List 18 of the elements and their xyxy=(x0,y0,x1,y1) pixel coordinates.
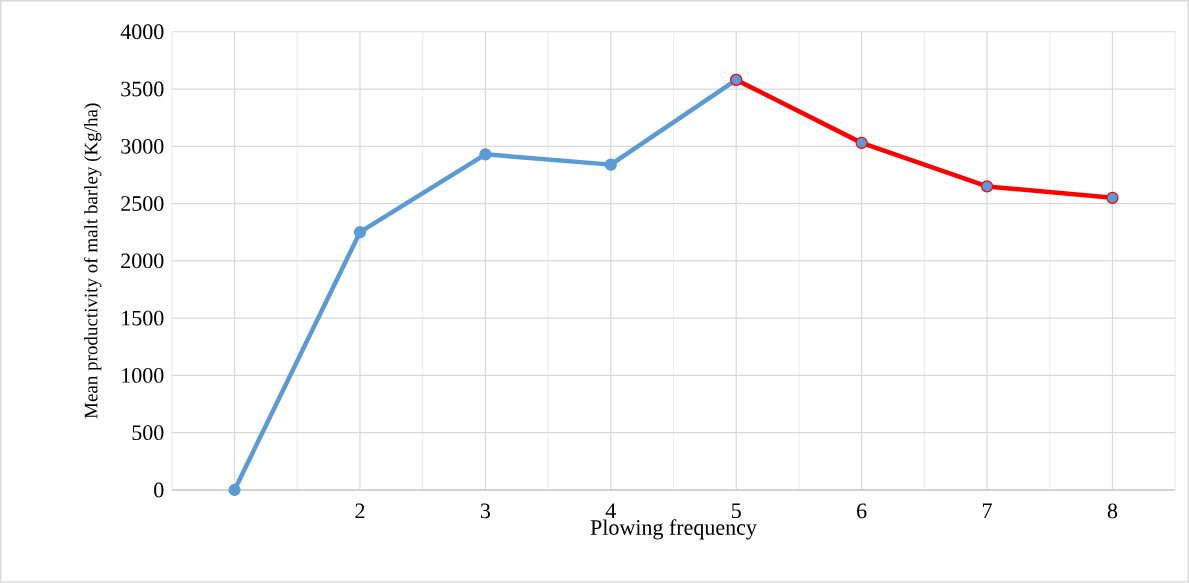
x-tick-label: 8 xyxy=(1107,503,1118,519)
x-tick-label: 3 xyxy=(480,503,491,519)
y-tick-label: 3500 xyxy=(121,81,164,97)
y-tick-label: 500 xyxy=(132,425,164,441)
y-tick-label: 2500 xyxy=(121,196,164,212)
y-tick-label: 2000 xyxy=(121,253,164,269)
x-tick-label: 6 xyxy=(857,503,867,519)
x-tick-label: 2 xyxy=(355,503,365,519)
y-tick-label: 0 xyxy=(154,482,164,498)
y-axis-title: Mean productivity of malt barley (Kg/ha) xyxy=(83,103,102,419)
x-tick-label: 5 xyxy=(732,503,741,519)
x-axis-title: Plowing frequency xyxy=(590,519,757,540)
y-tick-label: 3000 xyxy=(121,139,164,154)
y-tick-label: 1000 xyxy=(122,368,164,383)
x-tick-label: 7 xyxy=(982,503,992,519)
y-tick-label: 4000 xyxy=(120,24,164,40)
x-tick-label: 4 xyxy=(605,503,616,519)
y-tick-label: 1500 xyxy=(122,310,164,326)
